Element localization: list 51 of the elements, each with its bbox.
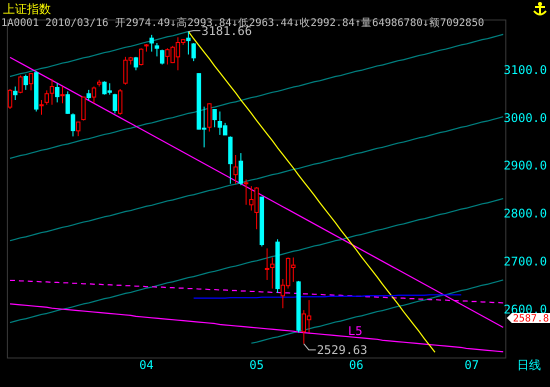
x-tick-label: 07: [464, 358, 479, 372]
candlestick: [92, 86, 96, 104]
candlestick: [81, 96, 86, 122]
candlestick: [8, 88, 12, 110]
candlestick: [134, 56, 138, 71]
chart-title: 上证指数: [3, 2, 51, 16]
line-series: [9, 56, 504, 328]
x-tick-label: 05: [249, 358, 264, 372]
candlestick: [18, 75, 23, 94]
candlestick: [207, 102, 212, 132]
line-series: [9, 34, 504, 159]
candlestick: [149, 34, 154, 52]
candlestick: [24, 74, 28, 90]
x-tick-label: 04: [139, 358, 154, 372]
x-axis-title: 日线: [517, 358, 541, 372]
candlestick: [70, 112, 76, 137]
candlestick: [264, 248, 270, 280]
candlestick: [60, 86, 65, 104]
x-tick-label: 06: [349, 358, 364, 372]
candlestick: [66, 90, 70, 114]
candlestick: [233, 154, 238, 184]
line-series: [9, 30, 189, 78]
y-tick-label: 2800.0: [504, 206, 547, 221]
candlestick: [86, 89, 91, 100]
candlestick: [160, 49, 164, 66]
line-series: [9, 116, 504, 242]
candlestick: [138, 48, 144, 66]
y-tick-label: 3000.0: [504, 110, 547, 125]
text: 2587.8: [512, 313, 549, 324]
candlestick: [191, 42, 196, 62]
candlestick: [39, 99, 44, 116]
annotation: 2529.63: [316, 343, 368, 358]
candlestick: [154, 42, 160, 57]
candlestick: [186, 31, 191, 55]
y-tick-label: 2700.0: [504, 254, 547, 268]
candlestick: [13, 86, 18, 100]
y-tick-label: 2900.0: [504, 158, 547, 173]
line-series: [250, 279, 504, 344]
candlestick: [212, 108, 217, 128]
y-tick-label: 3100.0: [504, 62, 547, 77]
candlestick: [112, 93, 118, 114]
line-series: [9, 198, 504, 324]
candlestick: [55, 82, 60, 103]
candlestick: [244, 178, 248, 206]
candlestick: [76, 121, 80, 137]
candlestick: [118, 88, 122, 116]
candlestick: [270, 256, 275, 290]
annotation: L5: [348, 324, 362, 338]
candlestick: [238, 152, 244, 186]
line-series: [9, 303, 504, 352]
candlestick: [28, 72, 34, 91]
